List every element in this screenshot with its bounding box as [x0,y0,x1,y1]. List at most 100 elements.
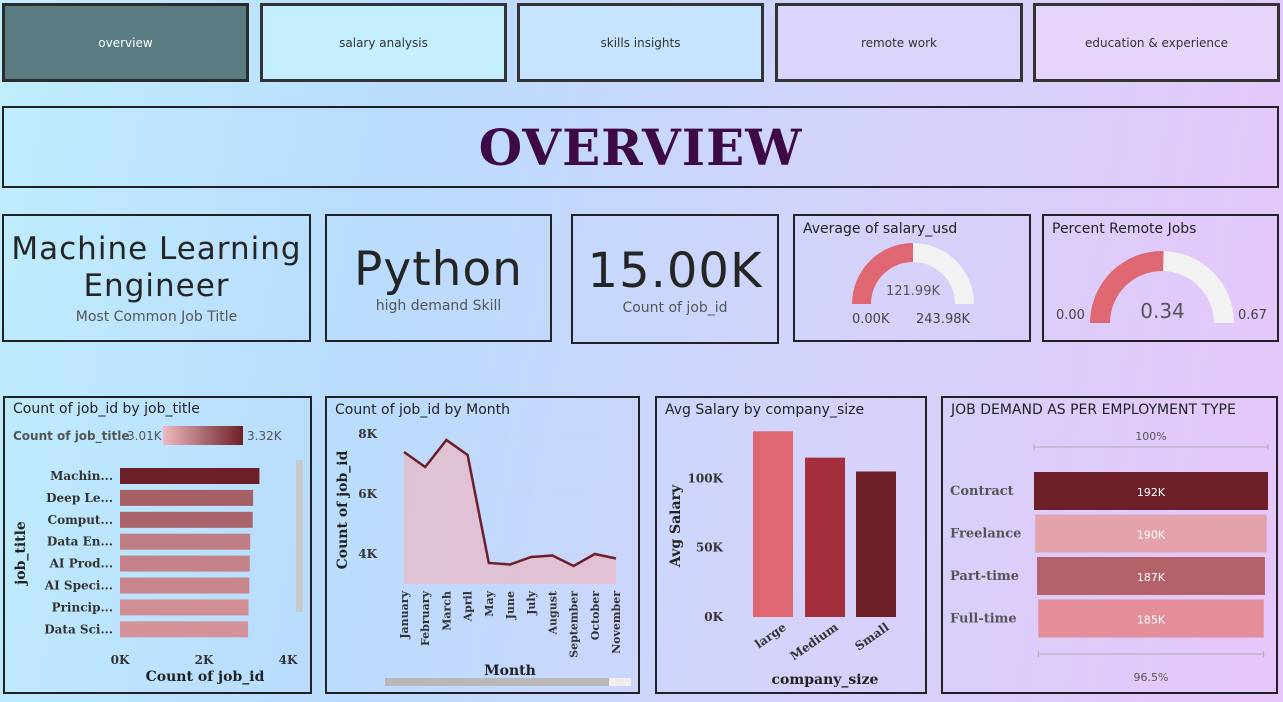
chart-company-size-bar[interactable] [856,471,896,618]
chart-job-title-bar[interactable] [120,555,250,572]
chart-job-title-category-label: AI Prod... [49,557,113,571]
tab-overview[interactable]: overview [2,3,249,82]
gauge-salary-min: 0.00K [852,312,890,327]
chart-job-title-legend-max: 3.32K [247,429,282,443]
chart-employment-top-label: 100% [1135,430,1166,443]
chart-job-title-title: Count of job_id by job_title [13,401,200,417]
chart-job-title-bar[interactable] [120,511,253,528]
chart-job-title-legend-title: Count of job_title [13,429,130,443]
chart-job-title-legend-min: 3.01K [127,429,162,443]
chart-employment-bottom-label: 96.5% [1134,671,1169,684]
kpi-count-value: 15.00K [587,243,763,299]
chart-job-title-xtick: 0K [111,653,130,667]
chart-month-svg: 4K 6K 8K January February March April May June Ju… [335,427,623,679]
chart-month-scrollbar-thumb[interactable] [385,678,609,686]
chart-employment-category-label: Part-time [950,569,1019,584]
chart-employment-category-label: Full-time [950,612,1017,627]
kpi-count-job-id: 15.00K Count of job_id [571,214,779,344]
chart-job-title-bar[interactable] [120,533,251,550]
chart-job-title-card: Count of job_id by job_title Count of jo… [3,396,312,694]
gauge-remote-min: 0.00 [1056,308,1085,323]
gauge-remote-value: 0.34 [1140,299,1185,323]
gauge-salary-value: 121.99K [885,284,940,299]
chart-company-size-ytick: 0K [704,610,723,624]
chart-month-card: Count of job_id by Month 4K 6K 8K January Fe… [325,396,640,694]
chart-job-title-category-label: Princip... [52,600,113,614]
chart-job-title-ylabel: job_title [13,521,29,587]
chart-employment-bar[interactable] [1038,599,1264,638]
chart-company-size-bar[interactable] [805,457,845,617]
chart-company-size-bar[interactable] [753,431,793,617]
chart-job-title-bar[interactable] [120,577,250,594]
kpi-job-title-value-line1: Machine Learning [11,231,302,267]
chart-company-size-ytick: 100K [688,471,724,485]
chart-month-xtick: May [483,590,496,616]
kpi-skill-value: Python [354,242,523,297]
tab-skills-insights[interactable]: skills insights [517,3,764,82]
gauge-remote-fill [1090,251,1164,323]
chart-company-size-title: Avg Salary by company_size [665,402,865,418]
chart-month-xtick: August [546,590,559,635]
page-title: OVERVIEW [478,117,803,177]
gauge-card-salary: Average of salary_usd 121.99K 0.00K 243.… [793,214,1031,342]
chart-employment-value-label: 187K [1137,571,1166,584]
kpi-count-label: Count of job_id [622,300,728,316]
gauge-salary-fill [852,243,913,304]
chart-job-title-xlabel: Count of job_id [146,669,265,685]
tab-education-experience[interactable]: education & experience [1033,3,1280,82]
chart-job-title-category-label: AI Speci... [44,579,113,593]
chart-employment-bar[interactable] [1034,472,1268,510]
chart-employment-title: JOB DEMAND AS PER EMPLOYMENT TYPE [951,402,1236,418]
chart-employment-bar[interactable] [1037,557,1265,595]
chart-company-size-ylabel: Avg Salary [668,484,684,568]
chart-job-title-bar[interactable] [120,468,260,484]
kpi-skill-label: high demand Skill [375,298,502,314]
chart-company-size-card: Avg Salary by company_size 0K 50K 100K larg… [655,396,927,694]
tab-salary-analysis[interactable]: salary analysis [260,3,507,82]
kpi-most-common-job-title: Machine Learning Engineer Most Common Jo… [2,214,311,342]
chart-employment-bar[interactable] [1035,514,1267,553]
chart-employment-type-card: JOB DEMAND AS PER EMPLOYMENT TYPE 100% 19… [941,396,1278,694]
chart-company-size-xlabel: company_size [772,672,879,688]
chart-job-title-bar[interactable] [120,621,249,638]
chart-month-ytick: 4K [358,547,377,561]
gauge-remote-title: Percent Remote Jobs [1052,221,1197,237]
chart-employment-bottom-bracket [1037,651,1265,657]
chart-month-line [403,438,617,568]
chart-job-title-svg: 0K 2K 4K Machin... Deep Le... Comput... Data E… [13,462,298,685]
chart-month-xtick: February [419,590,432,646]
gauge-salary-svg [852,243,974,304]
chart-employment-value-label: 185K [1137,614,1166,627]
chart-company-size-xtick: Small [852,620,892,654]
chart-job-title-bar[interactable] [120,489,254,506]
chart-employment-svg: 100% 192K Contract 190K Freelance 187K Part-ti… [950,430,1269,684]
gauge-salary-max: 243.98K [916,312,971,327]
chart-job-title-category-label: Data En... [47,535,113,549]
chart-employment-category-label: Freelance [950,527,1021,542]
chart-company-size-ytick: 50K [696,541,724,555]
chart-month-area [404,440,616,584]
chart-job-title-scrollbar[interactable] [296,460,303,612]
chart-company-size-xtick: Medium [787,620,841,663]
chart-employment-value-label: 190K [1137,529,1166,542]
chart-month-xtick: June [504,591,517,620]
chart-job-title-category-label: Data Sci... [44,622,113,636]
kpi-job-title-label: Most Common Job Title [75,309,238,325]
gauge-remote-svg [1090,251,1234,323]
chart-job-title-xtick: 2K [195,653,214,667]
chart-month-xtick: September [568,591,581,658]
gauge-salary-title: Average of salary_usd [803,221,958,237]
gauge-remote-max: 0.67 [1238,308,1267,323]
chart-job-title-legend-gradient [163,426,243,445]
chart-month-scrollbar-track [385,678,631,686]
chart-employment-value-label: 192K [1137,486,1166,499]
gauge-card-remote: Percent Remote Jobs 0.34 0.00 0.67 [1042,214,1279,342]
kpi-job-title-value-line2: Engineer [83,268,230,304]
chart-job-title-xtick: 4K [279,653,298,667]
chart-employment-category-label: Contract [950,484,1014,499]
tab-remote-work[interactable]: remote work [775,3,1023,82]
chart-job-title-bar[interactable] [120,599,249,616]
chart-month-xtick: March [440,591,453,631]
chart-job-title-category-label: Comput... [48,513,113,527]
